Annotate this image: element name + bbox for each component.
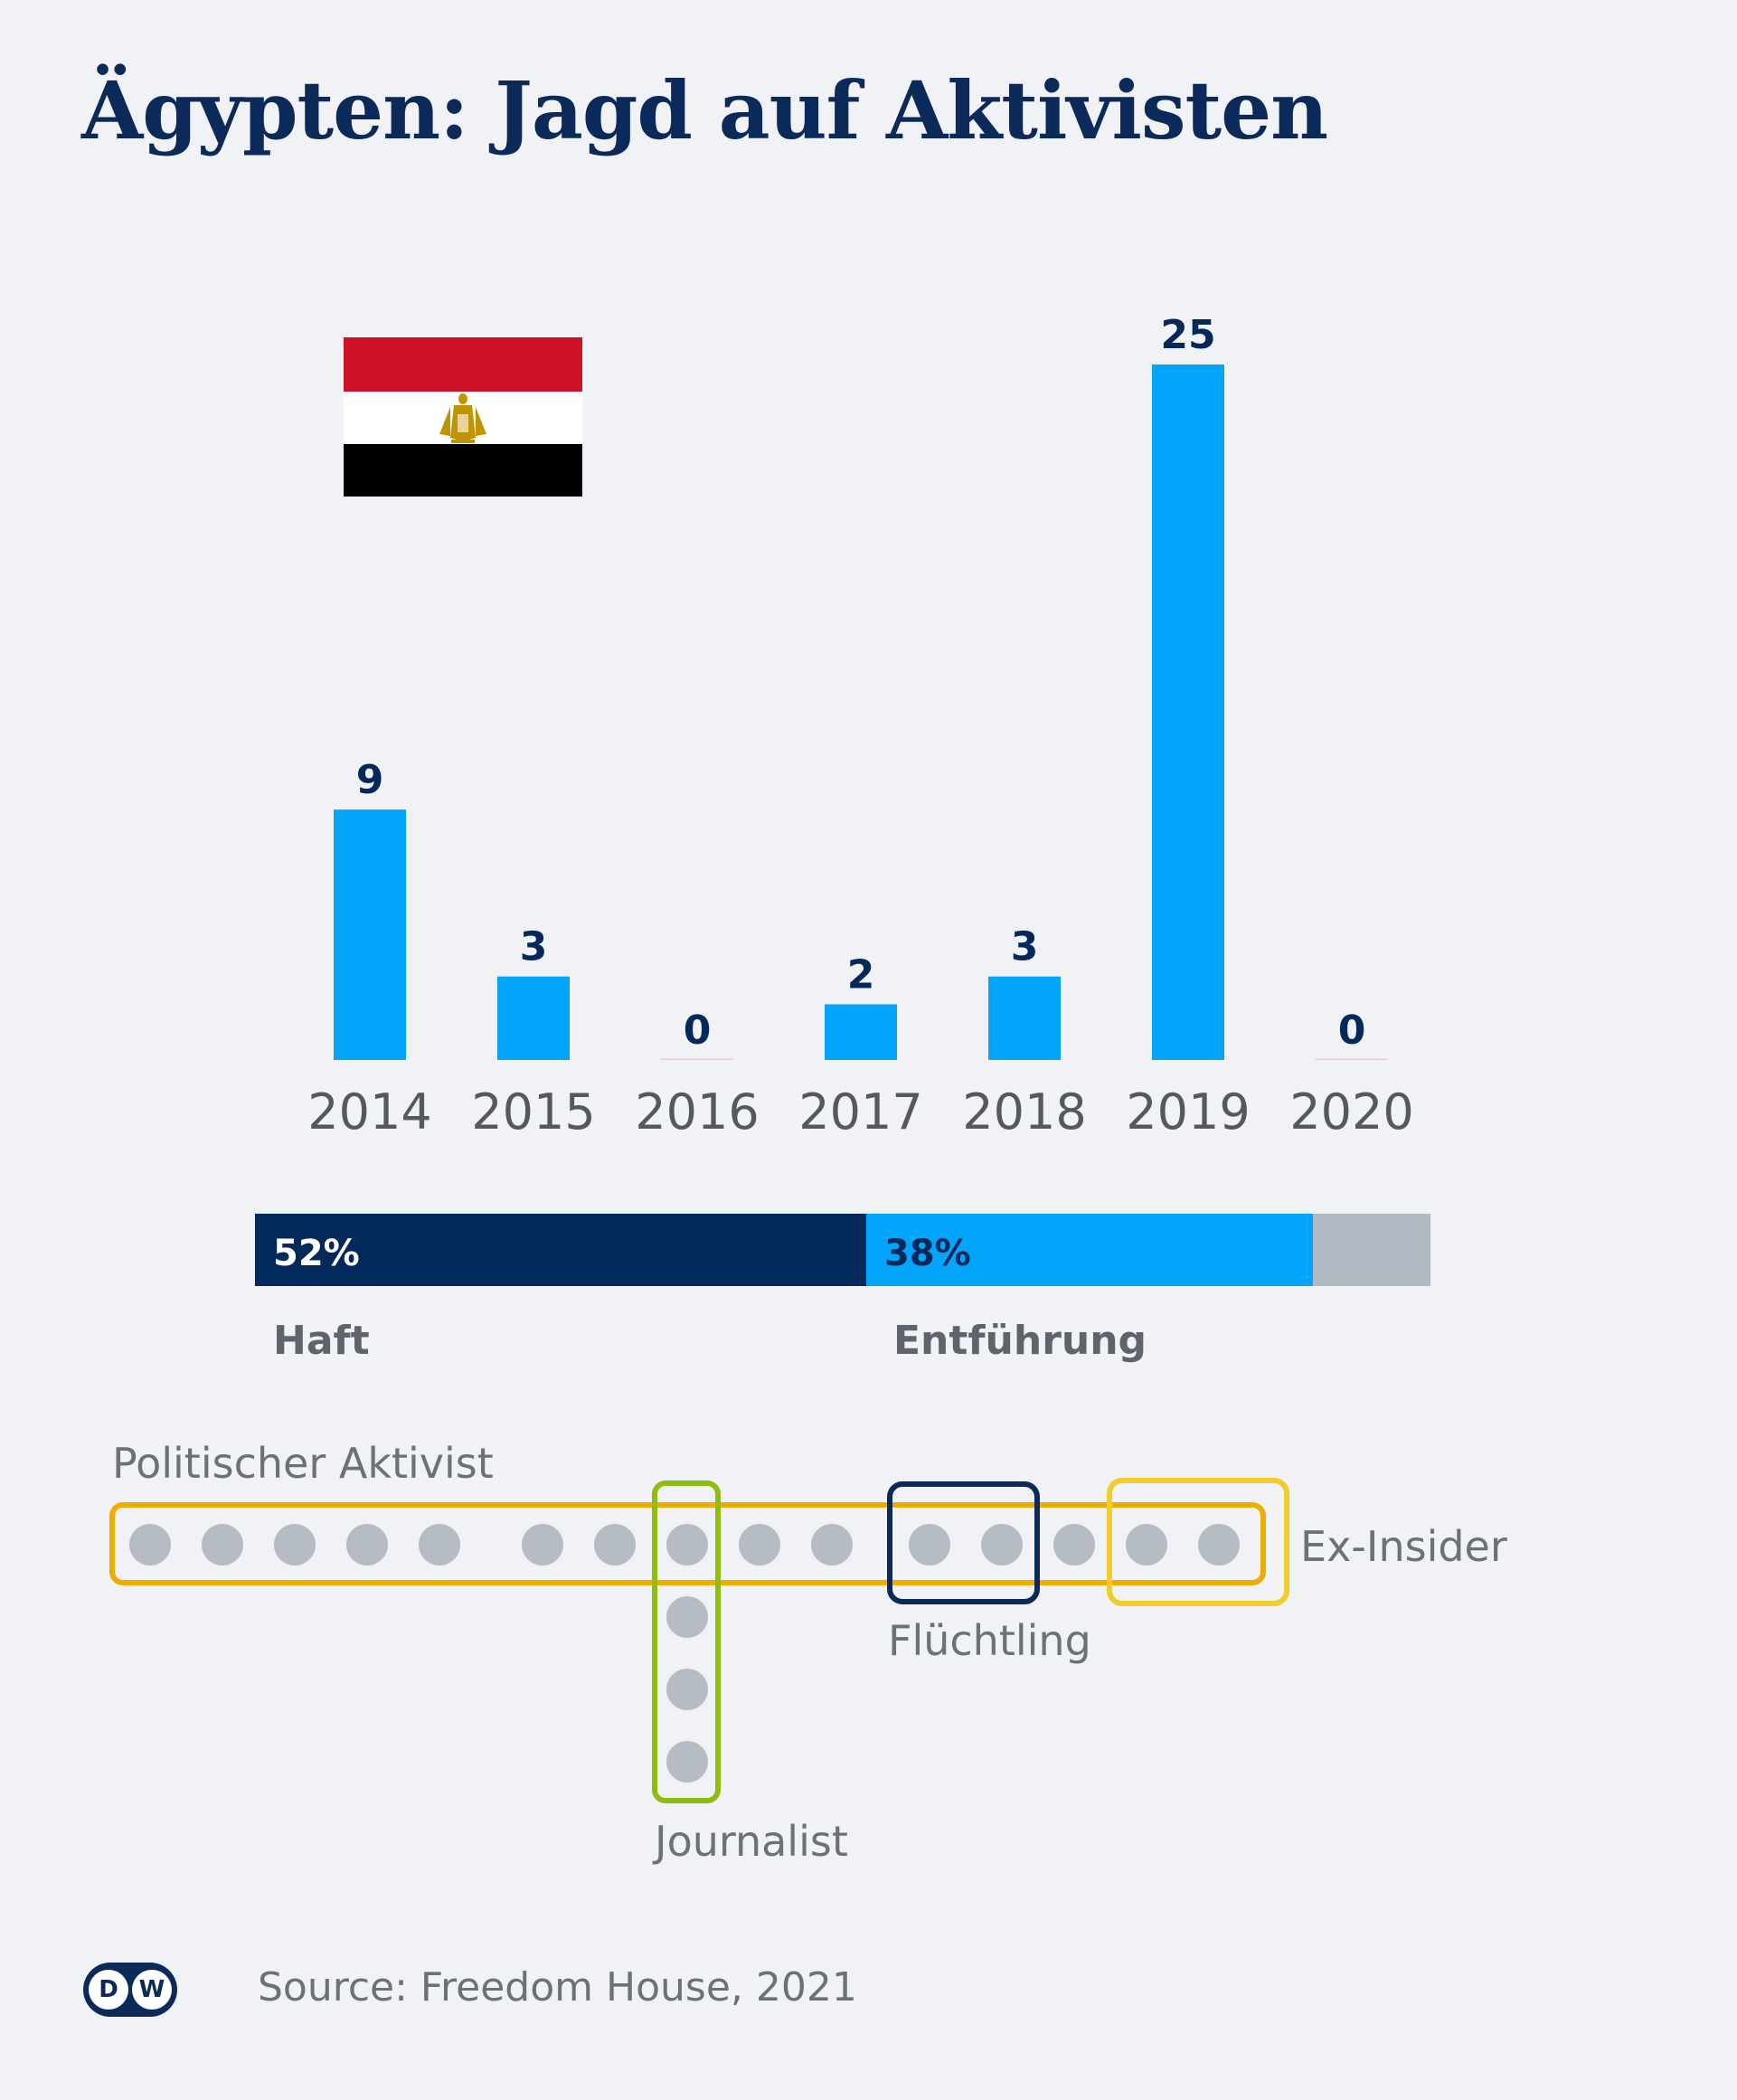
person-dot: [666, 1669, 708, 1710]
group-frame-politischer: [109, 1502, 1266, 1585]
value-label-2014: 9: [356, 757, 384, 803]
person-dot: [666, 1741, 708, 1783]
egypt-flag-icon: [344, 337, 582, 497]
x-tick-2019: 2019: [1126, 1083, 1250, 1140]
value-label-2016: 0: [684, 1007, 712, 1054]
group-frame-journalist: [652, 1480, 721, 1803]
person-dot: [129, 1524, 171, 1566]
x-tick-2015: 2015: [471, 1083, 595, 1140]
stack-segment-3: [1313, 1214, 1430, 1286]
value-label-2020: 0: [1338, 1007, 1366, 1054]
value-label-2015: 3: [520, 924, 548, 970]
stack-segment-2: [866, 1214, 1313, 1286]
person-dot: [739, 1524, 780, 1566]
bar-2019: [1152, 364, 1224, 1060]
person-dot: [202, 1524, 243, 1566]
person-dot: [811, 1524, 853, 1566]
value-label-2018: 3: [1011, 924, 1039, 970]
person-dot: [909, 1524, 950, 1566]
bar-2018: [988, 976, 1061, 1060]
person-dot: [419, 1524, 460, 1566]
stack-segment-1: [255, 1214, 866, 1286]
bar-2017: [825, 1004, 897, 1060]
person-dot: [346, 1524, 388, 1566]
dw-logo: D W: [83, 1963, 177, 2017]
bar-2014: [334, 809, 406, 1060]
group-label-journalist: Journalist: [652, 1817, 848, 1866]
x-tick-2020: 2020: [1289, 1083, 1413, 1140]
x-tick-2017: 2017: [798, 1083, 922, 1140]
value-label-2017: 2: [847, 951, 875, 998]
group-label-fluechtling: Flüchtling: [888, 1616, 1091, 1665]
group-label-politischer: Politischer Aktivist: [112, 1439, 494, 1488]
group-frame-fluechtling: [887, 1481, 1040, 1604]
person-dot: [1053, 1524, 1095, 1566]
stack-label-1: Haft: [273, 1318, 370, 1364]
stack-value-2: 38%: [884, 1233, 971, 1274]
x-tick-2014: 2014: [307, 1083, 431, 1140]
x-tick-2018: 2018: [962, 1083, 1086, 1140]
stack-value-1: 52%: [273, 1233, 360, 1274]
page-title: Ägypten: Jagd auf Aktivisten: [81, 63, 1328, 157]
x-tick-2016: 2016: [635, 1083, 759, 1140]
person-dot: [1198, 1524, 1240, 1566]
person-dot: [274, 1524, 316, 1566]
source-note: Source: Freedom House, 2021: [258, 1964, 857, 2010]
logo-letter-d: D: [89, 1970, 128, 2010]
stacked-bar-chart: 52% Haft 38% Entführung: [255, 1214, 1430, 1364]
logo-letter-w: W: [132, 1970, 172, 2010]
bar-2016: [661, 1058, 733, 1060]
group-label-exinsider: Ex-Insider: [1300, 1522, 1507, 1571]
person-dot: [1126, 1524, 1167, 1566]
person-dot: [981, 1524, 1023, 1566]
person-dot: [666, 1596, 708, 1638]
person-dot: [666, 1524, 708, 1566]
value-label-2019: 25: [1160, 312, 1215, 358]
bar-chart: 9 2014 3 2015 0 2016 2 2017 3 2018 25 2019 0 2020: [307, 312, 1413, 1140]
person-dot: [522, 1524, 563, 1566]
bar-2020: [1316, 1058, 1388, 1060]
group-frame-exinsider: [1107, 1478, 1289, 1606]
bar-2015: [497, 976, 570, 1060]
person-dot: [594, 1524, 636, 1566]
stack-label-2: Entführung: [893, 1318, 1147, 1364]
category-diagram: Politischer Aktivist Journalist Flüchtling…: [109, 1439, 1507, 1866]
